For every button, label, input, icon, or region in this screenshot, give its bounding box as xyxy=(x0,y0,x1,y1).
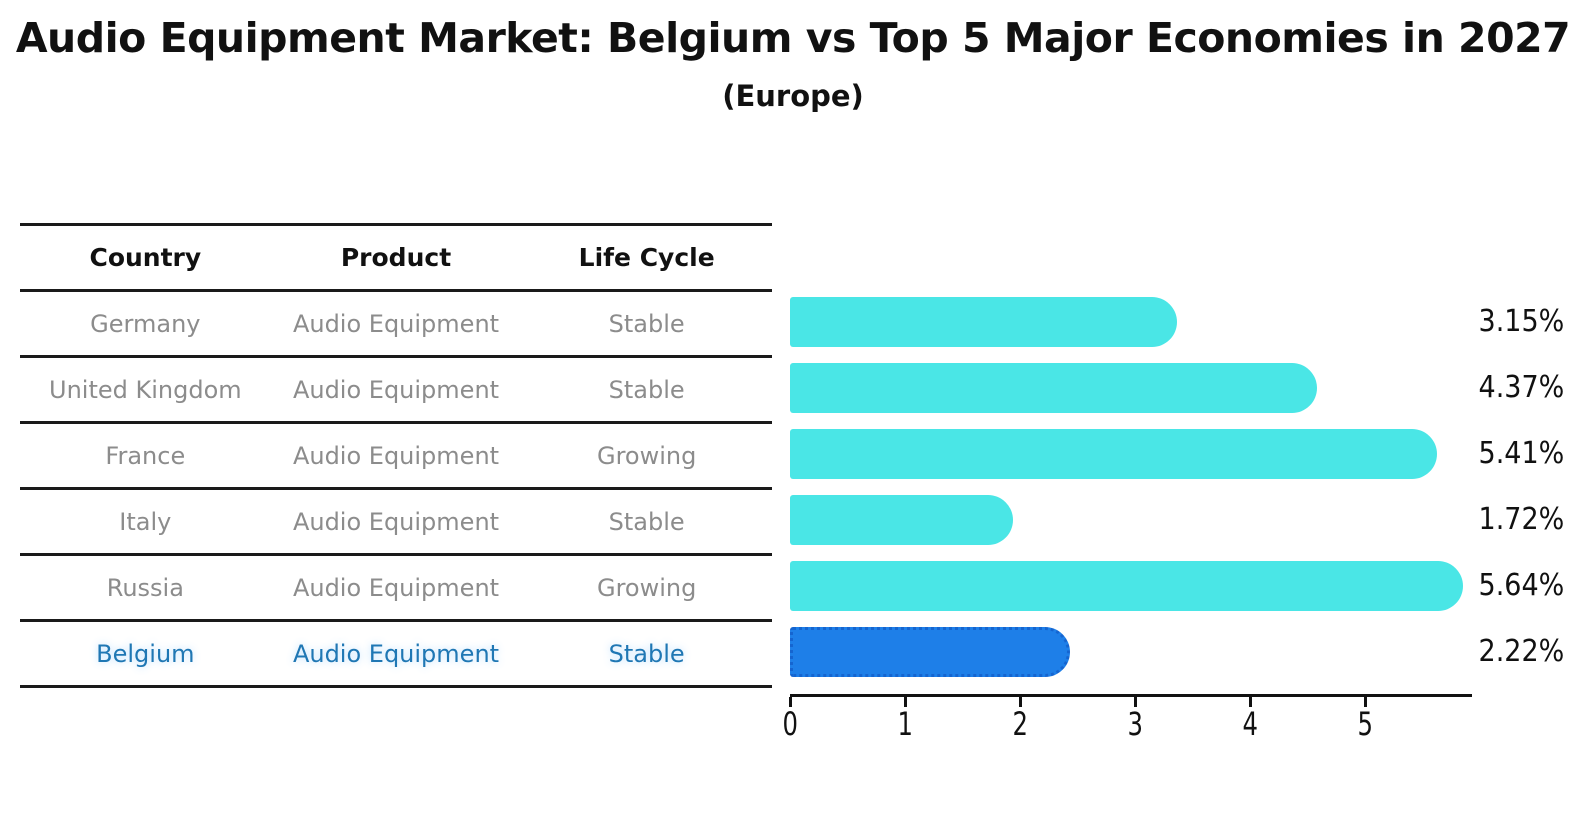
value-text: 4.37% xyxy=(1478,370,1564,405)
cell-country: Russia xyxy=(106,573,184,602)
tick-text: 2 xyxy=(1012,705,1028,743)
x-tick-label-4: 4 xyxy=(1210,708,1290,740)
x-tick-0 xyxy=(789,697,792,707)
value-label-germany: 3.15% xyxy=(1434,306,1564,338)
cell-country: Belgium xyxy=(96,639,195,668)
tick-text: 4 xyxy=(1242,705,1258,743)
x-tick-2 xyxy=(1019,697,1022,707)
cell-lifecycle: Stable xyxy=(608,639,685,668)
table-row-russia: Russia Audio Equipment Growing xyxy=(20,556,772,622)
chart-title: Audio Equipment Market: Belgium vs Top 5… xyxy=(15,14,1571,62)
value-label-italy: 1.72% xyxy=(1434,504,1564,536)
cell-product: Audio Equipment xyxy=(292,441,500,470)
country-table: Country Product Life Cycle Germany Audio… xyxy=(20,223,772,688)
cell-country: France xyxy=(105,441,186,470)
x-tick-3 xyxy=(1134,697,1137,707)
value-text: 1.72% xyxy=(1478,502,1564,537)
x-tick-label-3: 3 xyxy=(1095,708,1175,740)
value-text: 2.22% xyxy=(1478,634,1564,669)
value-text: 5.64% xyxy=(1478,568,1564,603)
x-tick-4 xyxy=(1249,697,1252,707)
x-tick-label-0: 0 xyxy=(750,708,830,740)
chart-subtitle: (Europe) xyxy=(722,79,864,113)
x-tick-1 xyxy=(904,697,907,707)
table-row-united-kingdom: United Kingdom Audio Equipment Stable xyxy=(20,358,772,424)
bar-russia xyxy=(790,561,1463,611)
value-label-russia: 5.64% xyxy=(1434,570,1564,602)
cell-lifecycle: Growing xyxy=(596,573,697,602)
tick-text: 0 xyxy=(782,705,798,743)
x-axis-line xyxy=(790,694,1472,697)
cell-country: Italy xyxy=(119,507,172,536)
bar-germany xyxy=(790,297,1177,347)
cell-product: Audio Equipment xyxy=(292,573,500,602)
tick-text: 5 xyxy=(1357,705,1373,743)
column-header-country: Country xyxy=(89,243,202,272)
cell-product: Audio Equipment xyxy=(292,639,500,668)
cell-product: Audio Equipment xyxy=(292,507,500,536)
cell-product: Audio Equipment xyxy=(292,309,500,338)
x-tick-5 xyxy=(1364,697,1367,707)
value-label-belgium: 2.22% xyxy=(1434,636,1564,668)
table-row-italy: Italy Audio Equipment Stable xyxy=(20,490,772,556)
cell-product: Audio Equipment xyxy=(292,375,500,404)
value-text: 3.15% xyxy=(1478,304,1564,339)
cell-lifecycle: Stable xyxy=(608,507,685,536)
cell-lifecycle: Growing xyxy=(596,441,697,470)
bar-belgium-highlighted xyxy=(790,627,1070,677)
cell-country: United Kingdom xyxy=(49,375,242,404)
value-label-france: 5.41% xyxy=(1434,438,1564,470)
table-row-germany: Germany Audio Equipment Stable xyxy=(20,292,772,358)
x-tick-label-2: 2 xyxy=(980,708,1060,740)
cell-country: Germany xyxy=(90,309,201,338)
table-header-row: Country Product Life Cycle xyxy=(20,226,772,292)
table-row-belgium: Belgium Audio Equipment Stable xyxy=(20,622,772,688)
cell-lifecycle: Stable xyxy=(608,309,685,338)
value-text: 5.41% xyxy=(1478,436,1564,471)
column-header-lifecycle: Life Cycle xyxy=(578,243,715,272)
table-row-france: France Audio Equipment Growing xyxy=(20,424,772,490)
tick-text: 3 xyxy=(1127,705,1143,743)
bar-united-kingdom xyxy=(790,363,1317,413)
x-tick-label-5: 5 xyxy=(1325,708,1405,740)
column-header-product: Product xyxy=(340,243,452,272)
bar-france xyxy=(790,429,1437,479)
tick-text: 1 xyxy=(897,705,913,743)
x-tick-label-1: 1 xyxy=(865,708,945,740)
cell-lifecycle: Stable xyxy=(608,375,685,404)
value-label-united-kingdom: 4.37% xyxy=(1434,372,1564,404)
bar-italy xyxy=(790,495,1013,545)
